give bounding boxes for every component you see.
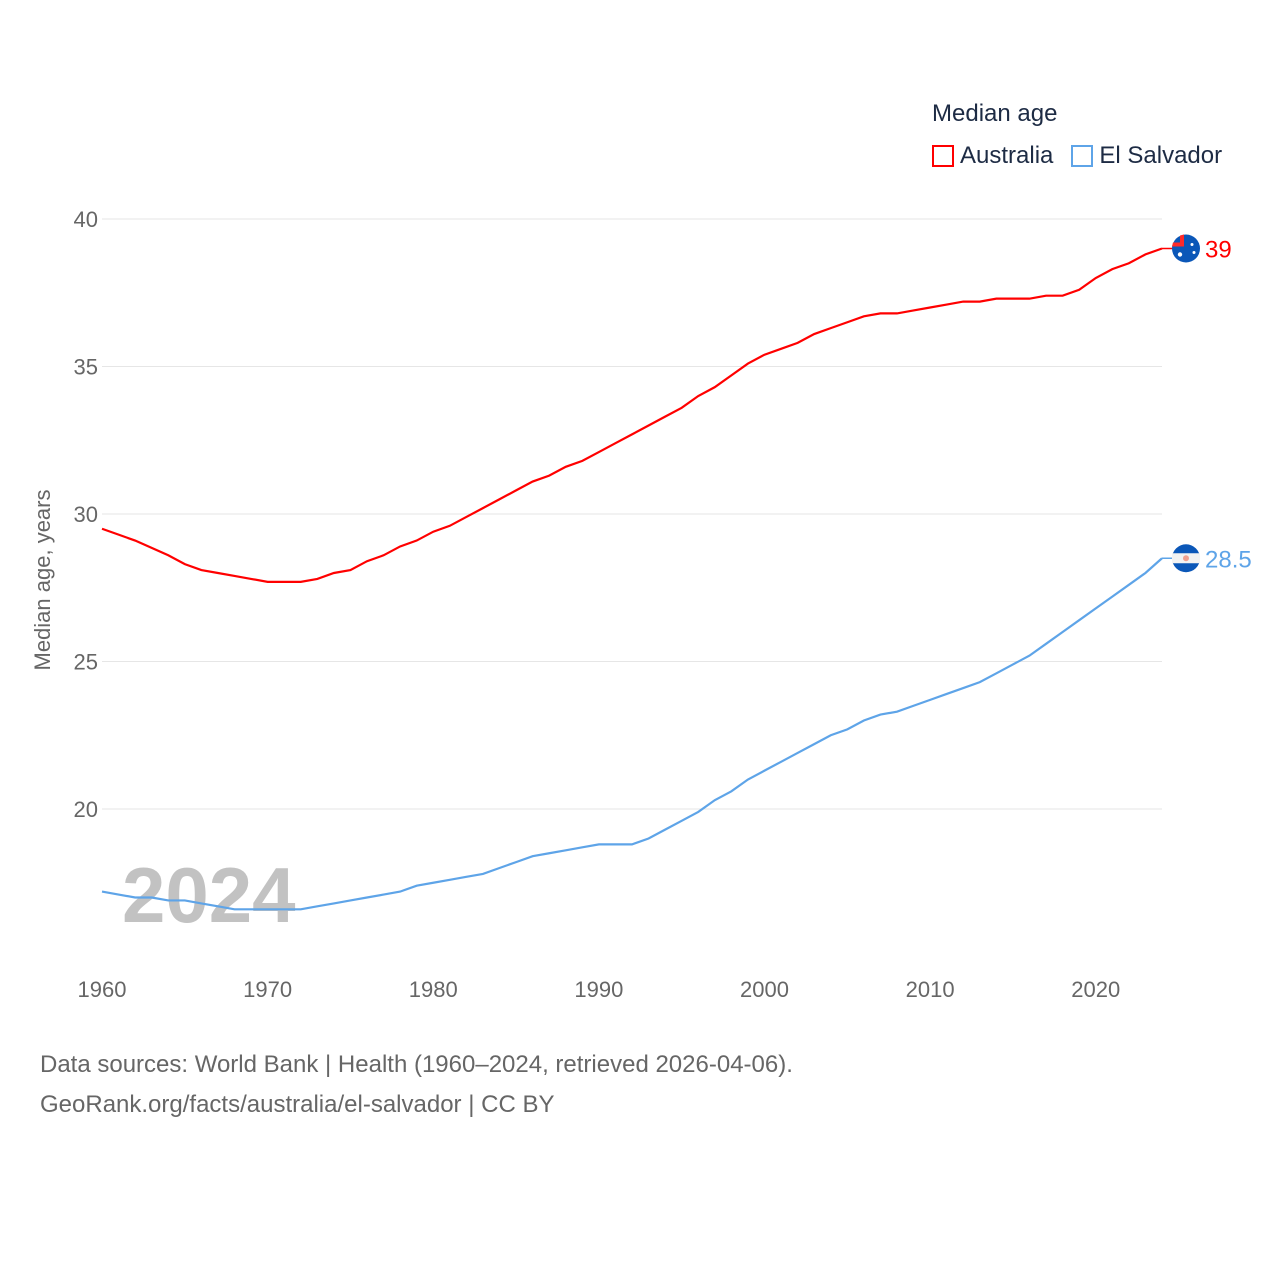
x-tick-label: 1980 [409, 977, 458, 1002]
y-tick-label: 25 [74, 650, 98, 675]
flag-star [1190, 243, 1194, 246]
end-value-label: 28.5 [1205, 546, 1252, 573]
series-line-el-salvador [101, 557, 1163, 911]
y-tick-label: 20 [74, 797, 98, 822]
x-tick-label: 1960 [78, 977, 127, 1002]
y-axis-label: Median age, years [30, 490, 55, 671]
series-line-australia [101, 247, 1163, 583]
x-tick-label: 1990 [574, 977, 623, 1002]
source-line-2: GeoRank.org/facts/australia/el-salvador … [40, 1091, 555, 1118]
end-value-label: 39 [1205, 237, 1232, 264]
legend-title: Median age [932, 100, 1058, 127]
y-tick-label: 40 [74, 207, 98, 232]
legend-swatch-el-salvador [1071, 145, 1094, 167]
flag-union-jack [1172, 234, 1184, 247]
x-tick-label: 2010 [906, 977, 955, 1002]
source-line-1: Data sources: World Bank | Health (1960–… [40, 1051, 793, 1078]
legend-swatch-australia [932, 145, 954, 167]
australia-flag-icon [1172, 234, 1200, 263]
flag-star [1177, 252, 1183, 257]
legend: Australia El Salvador [932, 142, 1222, 170]
x-tick-label: 1970 [243, 977, 292, 1002]
legend-item-australia[interactable]: Australia [932, 142, 1053, 170]
flag-star [1192, 251, 1196, 254]
year-watermark: 2024 [122, 851, 296, 939]
source-note: Data sources: World Bank | Health (1960–… [40, 1045, 793, 1125]
y-tick-label: 35 [74, 355, 98, 380]
legend-label-australia: Australia [960, 142, 1054, 169]
flag-emblem [1183, 555, 1189, 562]
legend-item-el-salvador[interactable]: El Salvador [1071, 142, 1222, 170]
legend-label-el-salvador: El Salvador [1099, 142, 1223, 169]
y-tick-label: 30 [74, 502, 98, 527]
x-tick-label: 2020 [1071, 977, 1120, 1002]
x-tick-label: 2000 [740, 977, 789, 1002]
